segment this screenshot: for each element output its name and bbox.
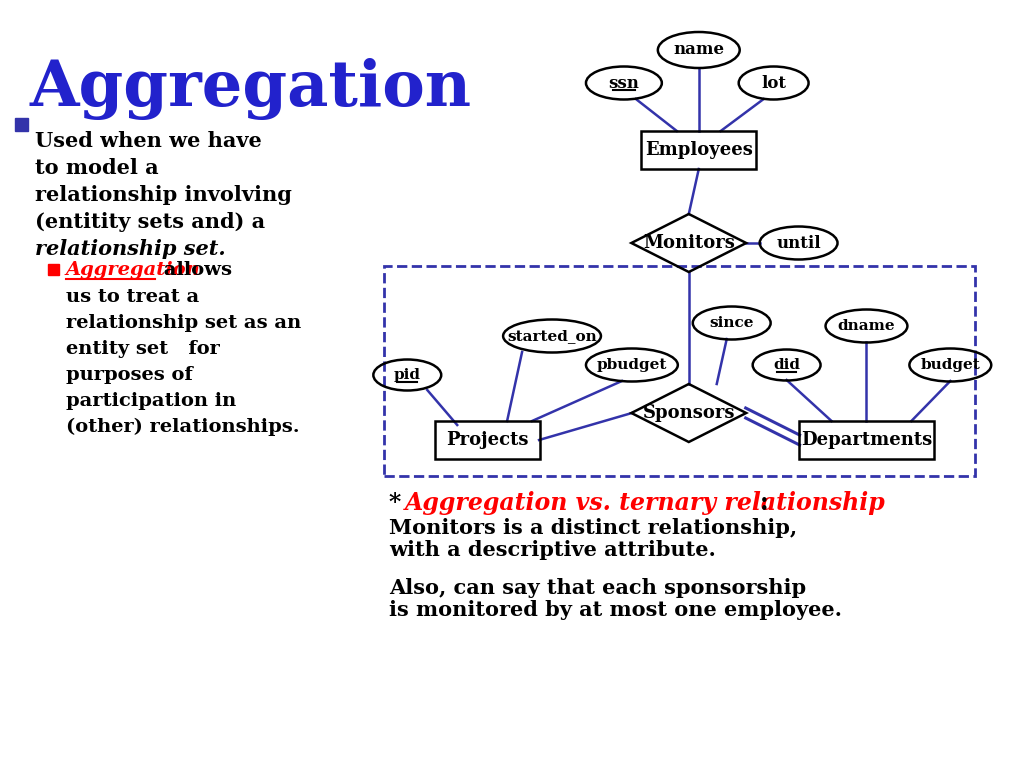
- Text: *: *: [389, 491, 410, 515]
- Text: Aggregation: Aggregation: [66, 261, 201, 279]
- Text: relationship involving: relationship involving: [35, 185, 292, 205]
- Bar: [435, 421, 540, 459]
- Text: participation in: participation in: [66, 392, 237, 410]
- Text: Used when we have: Used when we have: [35, 131, 262, 151]
- Bar: [48, 264, 59, 275]
- Text: Projects: Projects: [445, 431, 528, 449]
- Text: (other) relationships.: (other) relationships.: [66, 418, 299, 436]
- Text: Aggregation vs. ternary relationship: Aggregation vs. ternary relationship: [406, 491, 886, 515]
- Text: relationship set as an: relationship set as an: [66, 314, 301, 332]
- Text: is monitored by at most one employee.: is monitored by at most one employee.: [389, 600, 843, 620]
- Text: relationship set.: relationship set.: [35, 239, 225, 259]
- Text: Sponsors: Sponsors: [642, 404, 735, 422]
- Text: Aggregation: Aggregation: [30, 58, 472, 120]
- Text: purposes of: purposes of: [66, 366, 193, 384]
- Text: started_on: started_on: [507, 329, 597, 343]
- Text: ssn: ssn: [608, 74, 639, 91]
- Bar: [799, 421, 934, 459]
- Text: since: since: [710, 316, 754, 330]
- Text: (entitity sets and) a: (entitity sets and) a: [35, 212, 265, 232]
- Text: Departments: Departments: [801, 431, 932, 449]
- Text: Also, can say that each sponsorship: Also, can say that each sponsorship: [389, 578, 807, 598]
- Text: :: :: [760, 491, 768, 515]
- Text: budget: budget: [921, 358, 980, 372]
- Text: Monitors: Monitors: [643, 234, 735, 252]
- Bar: [384, 266, 975, 476]
- Bar: [641, 131, 756, 169]
- Text: lot: lot: [761, 74, 786, 91]
- Text: name: name: [673, 41, 724, 58]
- Text: pbudget: pbudget: [597, 358, 667, 372]
- Text: did: did: [773, 358, 800, 372]
- Text: us to treat a: us to treat a: [66, 288, 199, 306]
- Text: pid: pid: [394, 368, 421, 382]
- Text: allows: allows: [157, 261, 232, 279]
- Text: dname: dname: [838, 319, 895, 333]
- Bar: [15, 118, 28, 131]
- Text: until: until: [776, 234, 821, 251]
- Text: Employees: Employees: [645, 141, 753, 159]
- Text: to model a: to model a: [35, 158, 159, 178]
- Text: entity set   for: entity set for: [66, 340, 220, 358]
- Text: Monitors is a distinct relationship,: Monitors is a distinct relationship,: [389, 518, 798, 538]
- Text: with a descriptive attribute.: with a descriptive attribute.: [389, 540, 716, 560]
